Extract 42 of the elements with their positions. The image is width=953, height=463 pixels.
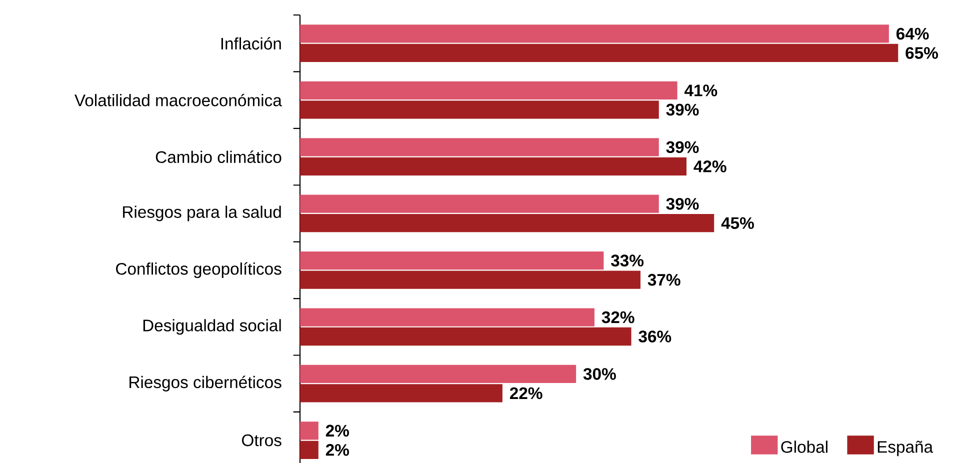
y-tick-label: Otros xyxy=(242,434,282,446)
bar xyxy=(300,440,318,459)
legend-label: España xyxy=(878,440,934,456)
data-label: 39% xyxy=(666,198,699,210)
bar xyxy=(300,270,640,289)
bar xyxy=(300,44,898,62)
data-label: 45% xyxy=(721,217,754,229)
bar xyxy=(300,364,576,384)
legend-label: Global xyxy=(781,440,828,453)
data-label: 2% xyxy=(326,444,349,456)
y-tick-label: Cambio climático xyxy=(156,150,282,163)
data-label: 42% xyxy=(694,160,726,172)
data-label: 41% xyxy=(684,84,718,96)
data-label: 2% xyxy=(326,424,349,437)
y-tick-label: Riesgos cibernéticos xyxy=(130,376,282,392)
bar xyxy=(300,194,659,213)
bar xyxy=(300,214,714,232)
bar xyxy=(300,327,632,346)
bar xyxy=(300,138,659,156)
data-label: 22% xyxy=(510,387,542,400)
bar xyxy=(300,24,889,43)
data-label: 37% xyxy=(648,274,680,286)
y-tick-label: Conflictos geopolíticos xyxy=(116,262,282,278)
bar xyxy=(300,422,318,440)
bar xyxy=(300,308,594,326)
data-label: 36% xyxy=(638,330,672,342)
y-tick-label: Inflación xyxy=(221,37,281,50)
data-label: 32% xyxy=(602,311,634,324)
data-label: 64% xyxy=(896,28,929,40)
bar xyxy=(300,100,659,119)
bar xyxy=(300,251,604,270)
data-label: 65% xyxy=(906,47,938,59)
bar xyxy=(300,384,502,402)
y-tick-label: Volatilidad macroeconómica xyxy=(74,94,282,106)
bar xyxy=(300,157,686,176)
data-label: 33% xyxy=(610,254,644,266)
y-tick-label: Desigualdad social xyxy=(143,319,281,335)
y-tick-label: Riesgos para la salud xyxy=(123,206,281,222)
data-label: 39% xyxy=(666,141,699,154)
data-label: 39% xyxy=(666,104,699,116)
data-label: 30% xyxy=(583,368,616,380)
bar xyxy=(300,81,678,100)
